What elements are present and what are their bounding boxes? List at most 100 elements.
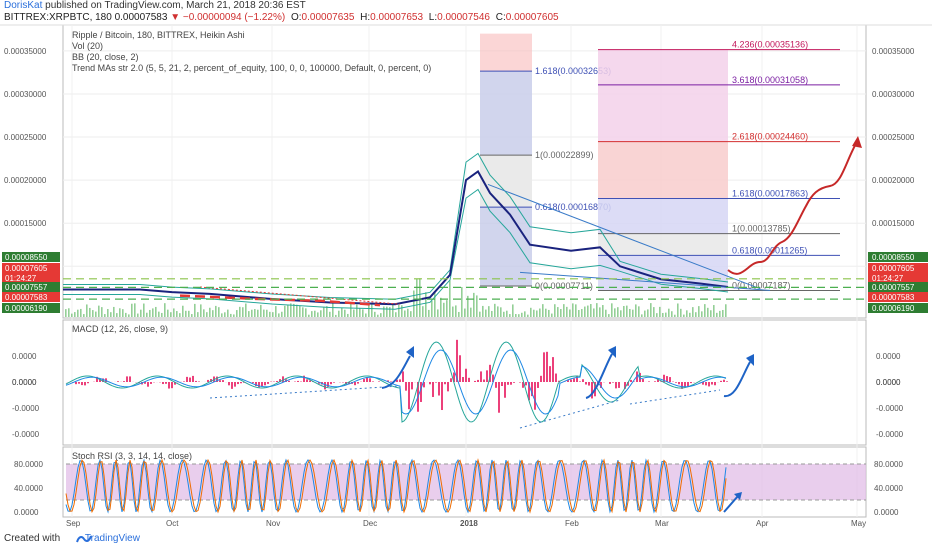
volume-bar — [182, 305, 184, 317]
macd-divergence-line — [209, 385, 401, 399]
macd-histogram-bar — [690, 382, 692, 384]
volume-bar — [194, 303, 196, 317]
volume-bar — [542, 304, 544, 317]
volume-bar — [383, 306, 385, 317]
macd-histogram-bar — [327, 382, 329, 387]
forecast-arrows — [381, 136, 862, 513]
volume-bar — [200, 304, 202, 317]
volume-bar — [113, 306, 115, 317]
price-tag-left-text: 0.00008550 — [5, 253, 48, 262]
macd-histogram-bar — [432, 382, 434, 397]
volume-bar — [557, 307, 559, 317]
price-line — [63, 170, 729, 306]
volume-bar — [614, 308, 616, 317]
macd-series — [65, 339, 728, 429]
volume-bar — [584, 306, 586, 317]
volume-bar — [374, 311, 376, 317]
tradingview-brand-link[interactable]: TradingView — [84, 533, 140, 544]
macd-arrow — [381, 355, 411, 389]
stoch-axis-label-left: 80.0000 — [14, 460, 43, 469]
macd-histogram-bar — [390, 381, 392, 382]
stoch-d-line — [65, 458, 727, 514]
volume-bar — [572, 303, 574, 317]
fib-zone — [480, 71, 532, 156]
volume-bar — [236, 310, 238, 317]
macd-histogram-bar — [444, 382, 446, 385]
stoch-arrow — [723, 495, 739, 513]
volume-bar — [386, 306, 388, 317]
volume-bar — [446, 300, 448, 317]
macd-histogram-bar — [687, 382, 689, 387]
volume-bar — [323, 306, 325, 317]
volume-bar — [158, 311, 160, 317]
volume-bar — [707, 307, 709, 317]
legend-stoch: Stoch RSI (3, 3, 14, 14, close) — [72, 451, 192, 461]
volume-bar — [71, 313, 73, 317]
ohlc-header: BITTREX:XRPBTC, 180 0.00007583 ▼ −0.0000… — [4, 12, 559, 24]
volume-bar — [470, 307, 472, 317]
macd-histogram-bar — [540, 375, 542, 382]
volume-bar — [197, 312, 199, 317]
fib-level-label: 0(0.00007187) — [732, 281, 791, 291]
volume-bar — [440, 297, 442, 317]
volume-bar — [254, 309, 256, 317]
macd-histogram-bar — [123, 381, 125, 382]
stoch-axis-label-left: 40.0000 — [14, 484, 43, 493]
volume-bar — [359, 307, 361, 317]
open-label: O: — [290, 12, 302, 23]
volume-bar — [95, 311, 97, 317]
volume-bar — [479, 311, 481, 317]
macd-histogram-bar — [681, 382, 683, 389]
macd-histogram-bar — [330, 382, 332, 385]
macd-histogram-bar — [102, 378, 104, 382]
macd-arrow — [723, 361, 751, 398]
volume-bar — [431, 300, 433, 317]
macd-histogram-bar — [609, 382, 611, 384]
trendline-upper — [487, 183, 761, 290]
macd-histogram-bar — [654, 381, 656, 382]
fib-level-label: 2.618(0.00024460) — [732, 132, 808, 142]
fib-level-label: 3.618(0.00031058) — [732, 75, 808, 85]
volume-bar — [311, 311, 313, 317]
price-tag-right-text: 01:24:27 — [872, 274, 904, 283]
volume-bar — [713, 305, 715, 317]
macd-histogram-bar — [174, 382, 176, 385]
price-tag-right-text: 0.00008550 — [872, 253, 915, 262]
volume-bar — [683, 314, 685, 317]
macd-histogram-bar — [549, 366, 551, 382]
volume-bar — [437, 309, 439, 317]
price-tag-left-text: 0.00007583 — [5, 293, 48, 302]
volume-bar — [515, 314, 517, 317]
volume-bar — [563, 304, 565, 317]
volume-bar — [344, 309, 346, 317]
legends: Ripple / Bitcoin, 180, BITTREX, Heikin A… — [72, 30, 431, 461]
macd-histogram-bar — [582, 379, 584, 382]
author-link[interactable]: DorisKat — [4, 0, 43, 11]
volume-bar — [623, 305, 625, 317]
volume-bar — [248, 311, 250, 317]
macd-histogram-bar — [534, 382, 536, 410]
macd-histogram-bar — [171, 382, 173, 389]
macd-histogram-bar — [624, 382, 626, 389]
macd-histogram-bar — [420, 382, 422, 402]
price-tag-right — [868, 303, 928, 313]
macd-histogram-bar — [357, 382, 359, 384]
macd-histogram-bar — [192, 375, 194, 382]
high-value: 0.00007653 — [370, 12, 424, 23]
macd-histogram-bar — [399, 379, 401, 382]
macd-histogram-bar — [480, 371, 482, 382]
macd-histogram-bar — [303, 375, 305, 382]
volume-bar — [281, 311, 283, 317]
trendline-dotted — [199, 286, 401, 305]
macd-histogram-bar — [477, 379, 479, 382]
macd-histogram-bar — [552, 357, 554, 382]
macd-histogram-bar — [648, 381, 650, 382]
macd-histogram-bar — [387, 380, 389, 382]
volume-bar — [299, 306, 301, 317]
macd-histogram-bar — [261, 382, 263, 387]
volume-bar — [275, 306, 277, 317]
macd-histogram-bar — [423, 382, 425, 388]
volume-bar — [233, 314, 235, 317]
time-axis-label: Nov — [266, 519, 280, 528]
